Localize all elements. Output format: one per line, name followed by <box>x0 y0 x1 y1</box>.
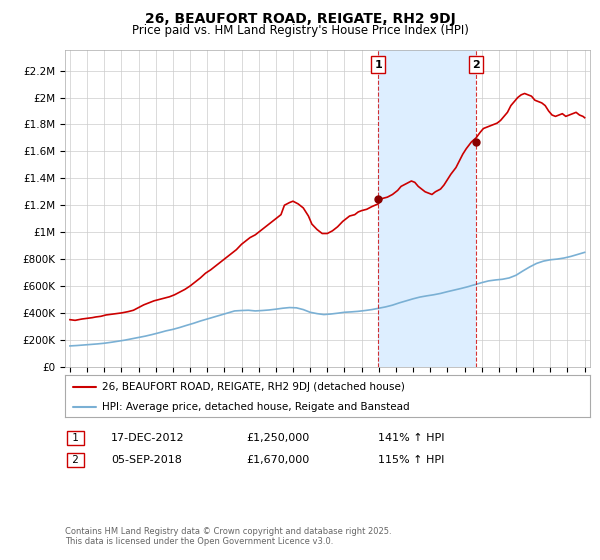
Text: 115% ↑ HPI: 115% ↑ HPI <box>378 455 445 465</box>
Text: 1: 1 <box>69 433 82 443</box>
Text: £1,250,000: £1,250,000 <box>246 433 309 443</box>
Text: Contains HM Land Registry data © Crown copyright and database right 2025.
This d: Contains HM Land Registry data © Crown c… <box>65 526 391 546</box>
Bar <box>378 50 476 367</box>
Text: 2: 2 <box>69 455 82 465</box>
Text: 141% ↑ HPI: 141% ↑ HPI <box>378 433 445 443</box>
Text: 05-SEP-2018: 05-SEP-2018 <box>111 455 182 465</box>
Text: HPI: Average price, detached house, Reigate and Banstead: HPI: Average price, detached house, Reig… <box>101 402 409 412</box>
Text: 26, BEAUFORT ROAD, REIGATE, RH2 9DJ: 26, BEAUFORT ROAD, REIGATE, RH2 9DJ <box>145 12 455 26</box>
Text: 26, BEAUFORT ROAD, REIGATE, RH2 9DJ (detached house): 26, BEAUFORT ROAD, REIGATE, RH2 9DJ (det… <box>101 382 404 392</box>
Text: 1: 1 <box>374 59 382 69</box>
Text: 2: 2 <box>472 59 480 69</box>
Text: £1,670,000: £1,670,000 <box>246 455 309 465</box>
Text: Price paid vs. HM Land Registry's House Price Index (HPI): Price paid vs. HM Land Registry's House … <box>131 24 469 36</box>
Text: 17-DEC-2012: 17-DEC-2012 <box>111 433 185 443</box>
